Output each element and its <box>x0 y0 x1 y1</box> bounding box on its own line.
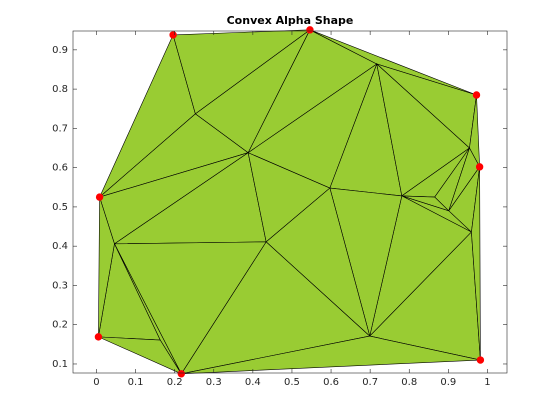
x-tick-label: 0 <box>93 377 99 388</box>
y-tick-label: 0.5 <box>52 202 68 213</box>
x-tick-label: 0.3 <box>206 377 222 388</box>
x-tick-label: 0.9 <box>440 377 456 388</box>
y-tick-label: 0.2 <box>52 320 68 331</box>
vertex-marker <box>177 370 186 378</box>
x-tick-label: 0.8 <box>401 377 417 388</box>
x-tick-label: 0.7 <box>362 377 378 388</box>
x-tick-label: 0.6 <box>323 377 339 388</box>
y-tick-label: 0.7 <box>52 123 68 134</box>
vertex-marker <box>169 31 177 39</box>
x-tick-label: 1 <box>484 377 490 388</box>
axes-box <box>72 30 508 374</box>
vertex-marker <box>94 333 103 341</box>
y-tick-label: 0.3 <box>52 280 68 291</box>
triangle <box>98 336 183 375</box>
x-tick-label: 0.4 <box>245 377 261 388</box>
triangle <box>98 197 115 337</box>
y-tick-label: 0.9 <box>52 45 68 56</box>
x-tick-label: 0.2 <box>167 377 183 388</box>
y-tick-label: 0.8 <box>52 84 68 95</box>
chart-title: Convex Alpha Shape <box>227 14 354 27</box>
triangle <box>471 166 481 361</box>
vertex-marker <box>475 163 484 171</box>
vertex-marker <box>95 193 104 201</box>
x-tick-label: 0.1 <box>128 377 144 388</box>
triangle <box>181 335 481 375</box>
y-tick-label: 0.4 <box>52 241 68 252</box>
y-tick-label: 0.6 <box>52 163 68 174</box>
vertex-marker <box>306 26 314 34</box>
x-tick-label: 0.5 <box>284 377 300 388</box>
vertex-marker <box>472 91 481 99</box>
y-tick-label: 0.1 <box>52 359 68 370</box>
vertex-marker <box>476 356 485 364</box>
